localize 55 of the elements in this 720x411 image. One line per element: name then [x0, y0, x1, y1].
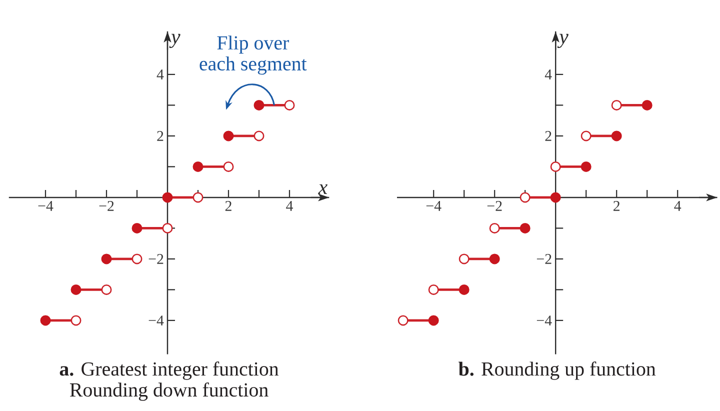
point	[101, 254, 112, 264]
point	[611, 100, 622, 110]
text: Rounding down function	[70, 382, 268, 401]
point	[132, 222, 142, 234]
point	[162, 192, 173, 203]
point	[458, 254, 470, 264]
point	[192, 161, 204, 172]
x-tick-label: 2	[225, 200, 232, 211]
point	[254, 130, 264, 142]
point	[520, 222, 530, 234]
y-tick-label: 4	[544, 70, 552, 80]
y-tick-label: −4	[536, 316, 552, 326]
x-tick-label: 4	[674, 201, 682, 211]
point	[489, 222, 500, 234]
point	[223, 161, 234, 172]
point	[550, 161, 561, 172]
x-axis-title: x	[318, 184, 328, 194]
y-tick-label: −4	[148, 316, 164, 326]
x-tick-label: −2	[487, 200, 502, 211]
point	[223, 130, 234, 142]
point	[70, 284, 82, 295]
y-axis-title: y	[557, 34, 568, 48]
y-tick-label: 2	[157, 131, 164, 141]
point	[550, 192, 561, 203]
point	[398, 315, 408, 326]
point	[489, 254, 500, 264]
point	[162, 222, 173, 234]
point	[40, 315, 51, 326]
y-tick-label: −2	[536, 254, 552, 264]
point	[642, 100, 652, 110]
point	[458, 284, 470, 295]
point	[611, 130, 622, 142]
point	[428, 284, 439, 295]
x-tick-label: −4	[38, 201, 54, 211]
y-tick-label: 4	[156, 70, 164, 80]
point	[192, 192, 204, 203]
x-tick-label: 2	[614, 200, 620, 211]
point	[70, 315, 82, 326]
point	[101, 284, 112, 295]
y-tick-label: 2	[545, 131, 552, 141]
point	[580, 130, 592, 142]
text: a. Greatest integer function	[60, 362, 279, 380]
text: b. Rounding up function	[458, 362, 656, 380]
point	[580, 161, 592, 172]
point	[520, 192, 530, 203]
point	[284, 100, 295, 110]
point	[132, 254, 142, 264]
point	[254, 100, 264, 110]
y-tick-label: −2	[148, 254, 164, 264]
y-axis-title: y	[169, 34, 180, 48]
x-tick-label: −2	[99, 200, 114, 211]
x-tick-label: 4	[286, 201, 293, 211]
point	[428, 315, 439, 326]
x-tick-label: −4	[426, 201, 442, 211]
annotation: Flip over each segment	[200, 36, 307, 75]
